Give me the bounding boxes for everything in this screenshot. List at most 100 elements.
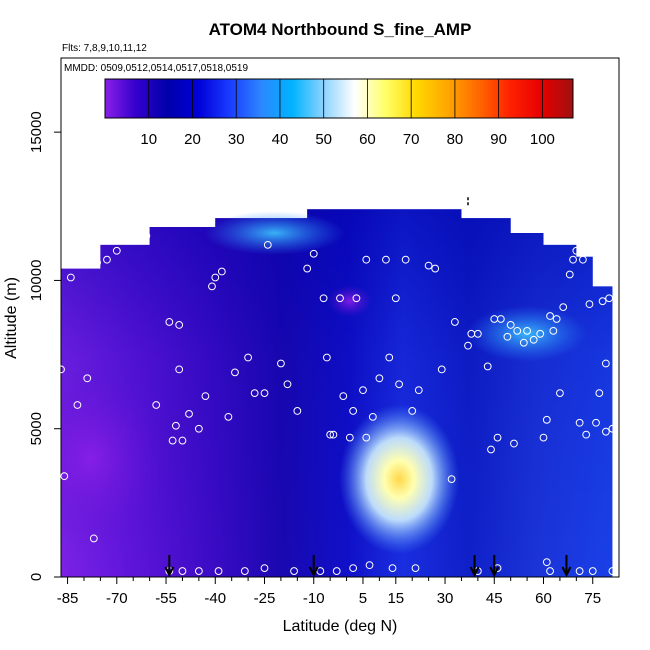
observation-point <box>349 564 358 573</box>
observation-point <box>240 567 249 575</box>
x-tick-label: -70 <box>106 590 128 607</box>
y-tick-label: 10000 <box>28 260 45 302</box>
x-tick-label: 75 <box>584 590 601 607</box>
observation-point <box>208 282 216 291</box>
observation-point <box>349 407 358 415</box>
profile-arrow <box>469 555 480 578</box>
observation-point <box>168 436 177 445</box>
observation-point <box>352 294 361 303</box>
observation-point <box>316 567 325 575</box>
colorbar-tick-label: 70 <box>403 131 420 148</box>
x-axis: -85 -70 -55 -40 -25 -10 5 15 30 45 60 75 <box>57 576 601 607</box>
observation-point <box>103 255 111 264</box>
observation-point <box>66 273 75 282</box>
observation-point <box>575 418 584 427</box>
observation-point <box>175 365 184 374</box>
observation-point <box>519 338 528 347</box>
x-tick-label: 60 <box>535 590 552 607</box>
observation-point <box>382 255 390 264</box>
colorbar-tick-label: 30 <box>228 131 245 148</box>
observation-point <box>572 246 581 255</box>
observation-point <box>536 329 545 338</box>
observation-point <box>496 315 505 323</box>
field-south-purple <box>61 368 166 549</box>
profile-arrow <box>489 555 500 578</box>
x-tick-label: -85 <box>57 590 79 607</box>
observation-point <box>73 401 82 409</box>
observation-point <box>152 401 161 409</box>
observation-point <box>542 558 551 567</box>
observation-point <box>414 386 423 395</box>
observation-point <box>362 433 371 442</box>
observation-points <box>57 232 617 575</box>
colorbar-tick-label: 60 <box>359 131 376 148</box>
observation-point <box>211 273 220 282</box>
observation-point <box>385 353 394 362</box>
observation-point <box>178 436 187 445</box>
observation-point <box>424 261 433 270</box>
observation-point <box>565 270 574 279</box>
observation-point <box>122 235 131 243</box>
observation-point <box>217 267 226 276</box>
observation-point <box>89 534 98 543</box>
observation-point <box>277 359 285 368</box>
observation-point <box>375 374 384 383</box>
observation-point <box>556 389 564 398</box>
observation-point <box>57 365 65 374</box>
x-tick-label: -10 <box>303 590 325 607</box>
x-tick-label: 15 <box>387 590 404 607</box>
heatmap-field <box>61 209 613 577</box>
observation-point <box>309 249 318 258</box>
observation-point <box>529 335 538 344</box>
profile-arrow <box>164 555 175 578</box>
x-axis-label: Latitude (deg N) <box>283 618 398 635</box>
colorbar-tick-label: 80 <box>447 131 464 148</box>
observation-point <box>231 368 239 377</box>
observation-point <box>582 430 591 439</box>
observation-point <box>601 427 610 436</box>
dates-subtitle: MMDD: 0509,0512,0514,0517,0518,0519 <box>64 63 248 74</box>
y-tick-label: 0 <box>28 573 45 581</box>
observation-point <box>93 258 102 267</box>
observation-point <box>329 430 338 439</box>
observation-point <box>194 567 203 575</box>
observation-point <box>487 445 495 454</box>
observation-point <box>336 294 344 303</box>
x-tick-label: -25 <box>254 590 276 607</box>
y-axis: 0 5000 10000 15000 <box>28 111 62 581</box>
observation-point <box>431 264 440 273</box>
y-axis-label: Altitude (m) <box>3 277 20 359</box>
field-shade <box>61 209 613 577</box>
observation-point <box>605 294 614 303</box>
observation-point <box>283 380 292 389</box>
observation-point <box>542 415 551 424</box>
chart-title: ATOM4 Northbound S_fine_AMP <box>209 20 472 39</box>
observation-point <box>303 264 312 273</box>
observation-point <box>388 564 397 573</box>
observation-point <box>503 332 512 341</box>
observation-point <box>395 380 403 389</box>
observation-point <box>473 329 482 338</box>
field-hotspot <box>339 404 460 555</box>
colorbar-tick-label: 10 <box>140 131 157 148</box>
observation-point <box>598 297 607 306</box>
observation-point <box>464 341 472 350</box>
observation-point <box>411 564 420 573</box>
observation-point <box>585 300 594 309</box>
profile-markers <box>164 197 572 578</box>
observation-point <box>132 232 141 240</box>
colorbar-tick-label: 40 <box>272 131 289 148</box>
observation-point <box>178 567 187 575</box>
x-tick-label: -55 <box>155 590 177 607</box>
observation-point <box>319 294 328 303</box>
observation-point <box>493 433 502 442</box>
observation-point <box>359 386 367 395</box>
observation-point <box>559 303 568 312</box>
observation-point <box>214 567 223 575</box>
observation-point <box>408 407 417 415</box>
observation-point <box>345 433 354 442</box>
profile-arrow <box>561 555 572 578</box>
observation-point <box>83 374 92 383</box>
observation-point <box>483 362 492 371</box>
